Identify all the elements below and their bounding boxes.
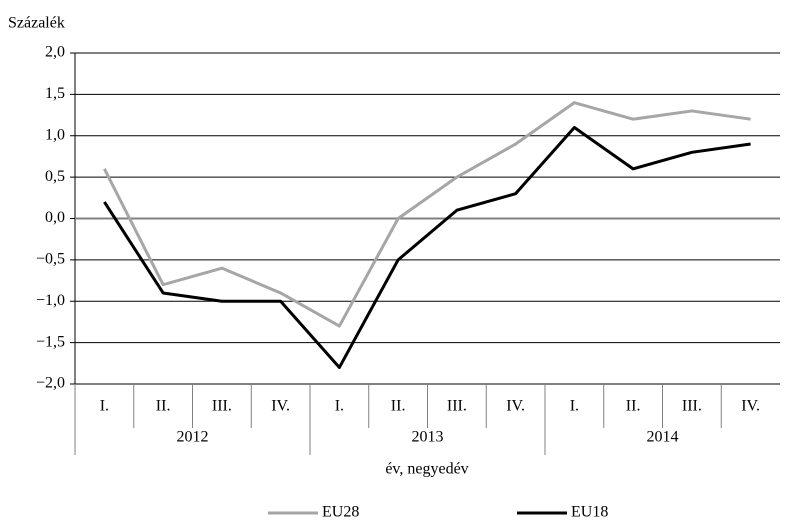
x-tick-label: II. xyxy=(156,398,171,415)
y-tick-label: 2,0 xyxy=(45,44,65,61)
x-tick-label: IV. xyxy=(741,398,760,415)
x-tick-label: II. xyxy=(391,398,406,415)
y-tick-label: −1,5 xyxy=(36,333,65,350)
y-tick-label: −2,0 xyxy=(36,375,65,392)
x-tick-label: III. xyxy=(682,398,702,415)
x-axis-label: év, negyedév xyxy=(385,461,468,478)
group-label: 2012 xyxy=(177,429,209,446)
x-tick-label: I. xyxy=(100,398,109,415)
legend-label: EU18 xyxy=(571,504,608,521)
x-tick-label: II. xyxy=(626,398,641,415)
x-tick-label: I. xyxy=(335,398,344,415)
x-tick-label: IV. xyxy=(271,398,290,415)
y-tick-label: 1,0 xyxy=(45,126,65,143)
y-axis-label: Százalék xyxy=(8,15,65,32)
x-tick-label: III. xyxy=(447,398,467,415)
y-tick-label: 1,5 xyxy=(45,85,65,102)
line-series xyxy=(103,101,751,328)
line-series xyxy=(103,125,751,369)
group-label: 2013 xyxy=(412,429,444,446)
legend-label: EU28 xyxy=(322,504,359,521)
y-tick-label: 0,0 xyxy=(45,209,65,226)
x-tick-label: IV. xyxy=(506,398,525,415)
y-tick-label: −1,0 xyxy=(36,292,65,309)
y-tick-label: 0,5 xyxy=(45,168,65,185)
y-tick-label: −0,5 xyxy=(36,251,65,268)
x-tick-label: III. xyxy=(212,398,232,415)
group-label: 2014 xyxy=(647,429,679,446)
x-tick-label: I. xyxy=(570,398,579,415)
